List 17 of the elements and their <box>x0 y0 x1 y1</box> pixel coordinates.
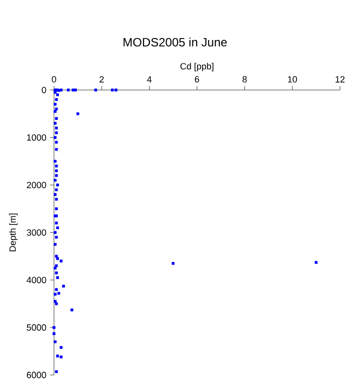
y-tick-label: 3000 <box>26 229 46 236</box>
x-tick-label: 4 <box>147 76 152 82</box>
y-tick-label: 6000 <box>26 372 46 378</box>
chart-title: MODS2005 in June <box>124 38 227 46</box>
x-tick-label: 2 <box>100 76 104 82</box>
y-tick-label: 2000 <box>26 182 46 188</box>
x-tick-label: 6 <box>194 76 200 82</box>
x-tick-label: 8 <box>242 76 247 82</box>
y-tick-label: 5000 <box>26 324 46 331</box>
x-tick-label: 12 <box>336 76 345 82</box>
y-tick-label: 0 <box>42 86 46 94</box>
x-tick-label: 0 <box>52 76 56 82</box>
y-axis-title: Depth [m] <box>9 214 18 252</box>
y-tick-label: 1000 <box>27 134 46 141</box>
y-tick-label: 4000 <box>26 276 46 284</box>
x-axis-title: Cd [ppb] <box>180 62 214 72</box>
x-tick-label: 10 <box>288 76 297 82</box>
